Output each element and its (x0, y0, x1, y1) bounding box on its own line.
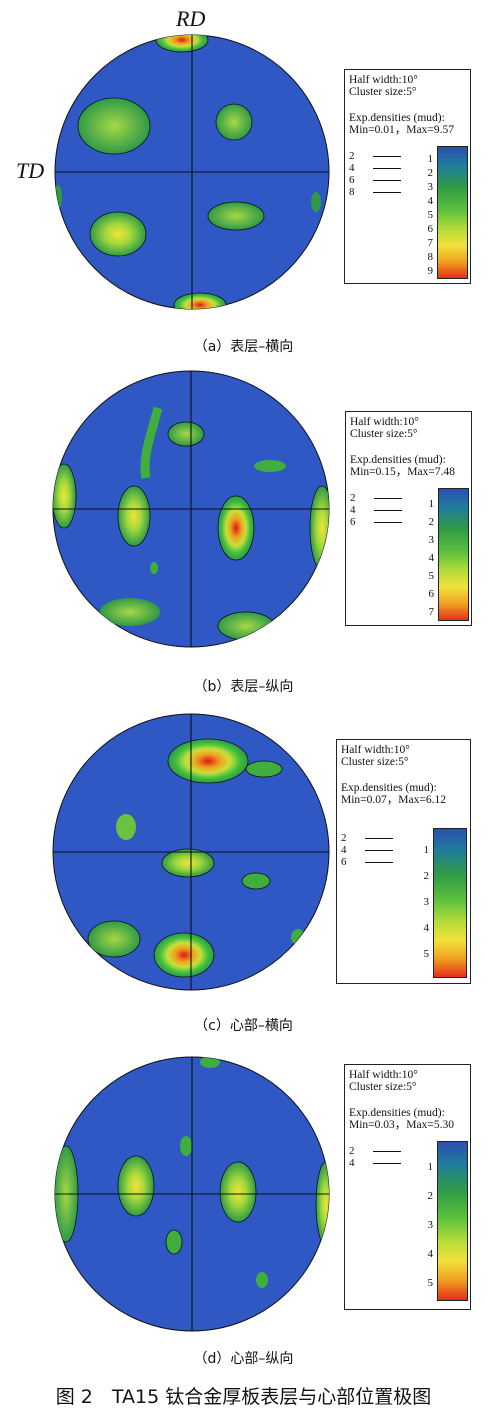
contour-level: 6 (349, 174, 401, 186)
colorbar-tick: 1 (427, 153, 434, 165)
panel-caption-a: （a）表层–横向 (193, 339, 294, 355)
colorbar-tick: 2 (427, 167, 434, 179)
colorbar-tick: 4 (428, 552, 435, 564)
pole-figure-panel-c: Half width:10° Cluster size:5° Exp.densi… (0, 705, 487, 1040)
cluster-size-text: Cluster size:5° (350, 428, 418, 440)
colorbar-tick: 4 (427, 195, 434, 207)
contour-level: 4 (341, 844, 393, 856)
colorbar-tick: 4 (423, 922, 430, 934)
colorbar-tick: 9 (427, 265, 434, 277)
cluster-size-text: Cluster size:5° (341, 756, 409, 768)
colorbar-tick: 1 (423, 844, 430, 856)
exp-densities-text: Exp.densities (mud): (349, 112, 445, 124)
contour-level: 8 (349, 186, 401, 198)
pole-figure-d (54, 1056, 330, 1332)
contour-level: 4 (350, 504, 402, 516)
exp-densities-text: Exp.densities (mud): (341, 782, 437, 794)
colorbar-tick: 5 (427, 1277, 434, 1289)
colorbar-tick: 8 (427, 251, 434, 263)
colorbar (433, 828, 467, 978)
min-max-text: Min=0.03，Max=5.30 (349, 1119, 454, 1131)
exp-densities-text: Exp.densities (mud): (350, 454, 446, 466)
colorbar (437, 1141, 468, 1301)
colorbar-tick: 1 (427, 1161, 434, 1173)
contour-level: 6 (341, 856, 393, 868)
contour-level: 4 (349, 162, 401, 174)
colorbar-tick: 6 (428, 588, 435, 600)
pole-figure-a (54, 34, 330, 310)
colorbar-tick: 2 (423, 870, 430, 882)
pole-figure-panel-d: Half width:10° Cluster size:5° Exp.densi… (0, 1040, 487, 1375)
half-width-text: Half width:10° (349, 74, 418, 86)
colorbar-tick: 7 (428, 606, 435, 618)
half-width-text: Half width:10° (350, 416, 419, 428)
panel-caption-b: （b）表层–纵向 (193, 679, 294, 695)
colorbar-tick: 1 (428, 498, 435, 510)
colorbar-tick: 3 (427, 1219, 434, 1231)
colorbar (438, 488, 469, 621)
pole-figure-panel-b: Half width:10° Cluster size:5° Exp.densi… (0, 365, 487, 705)
colorbar-tick: 5 (427, 209, 434, 221)
contour-level: 2 (350, 492, 402, 504)
colorbar-tick: 3 (423, 896, 430, 908)
colorbar-tick: 2 (427, 1190, 434, 1202)
colorbar-tick: 6 (427, 223, 434, 235)
colorbar-tick: 4 (427, 1248, 434, 1260)
pole-figure-panel-a: RD TD Half width:10° Cluster size:5° Exp… (0, 0, 487, 365)
contour-level: 2 (349, 150, 401, 162)
half-width-text: Half width:10° (341, 744, 410, 756)
colorbar-tick: 5 (423, 948, 430, 960)
td-axis-label: TD (16, 158, 45, 183)
legend-a: Half width:10° Cluster size:5° Exp.densi… (344, 69, 471, 284)
contour-level: 6 (350, 516, 402, 528)
panel-caption-d: （d）心部–纵向 (193, 1351, 294, 1367)
colorbar-tick: 2 (428, 516, 435, 528)
cluster-size-text: Cluster size:5° (349, 86, 417, 98)
exp-densities-text: Exp.densities (mud): (349, 1107, 445, 1119)
colorbar-tick: 3 (428, 534, 435, 546)
contour-level: 2 (341, 832, 393, 844)
figure-caption: 图 2 TA15 钛合金厚板表层与心部位置极图 (55, 1386, 432, 1408)
contour-level: 2 (349, 1145, 401, 1157)
pole-figure-c (52, 713, 330, 991)
cluster-size-text: Cluster size:5° (349, 1081, 417, 1093)
legend-b: Half width:10° Cluster size:5° Exp.densi… (345, 411, 472, 626)
colorbar-tick: 5 (428, 570, 435, 582)
colorbar (437, 146, 468, 279)
panel-caption-c: （c）心部–横向 (194, 1018, 293, 1034)
legend-d: Half width:10° Cluster size:5° Exp.densi… (344, 1064, 471, 1310)
min-max-text: Min=0.01，Max=9.57 (349, 124, 454, 136)
colorbar-tick: 3 (427, 181, 434, 193)
contour-level: 4 (349, 1157, 401, 1169)
pole-figure-b (52, 370, 330, 648)
half-width-text: Half width:10° (349, 1069, 418, 1081)
rd-axis-label: RD (176, 6, 206, 31)
colorbar-tick: 7 (427, 237, 434, 249)
legend-c: Half width:10° Cluster size:5° Exp.densi… (336, 739, 471, 984)
min-max-text: Min=0.15，Max=7.48 (350, 466, 455, 478)
min-max-text: Min=0.07，Max=6.12 (341, 794, 446, 806)
